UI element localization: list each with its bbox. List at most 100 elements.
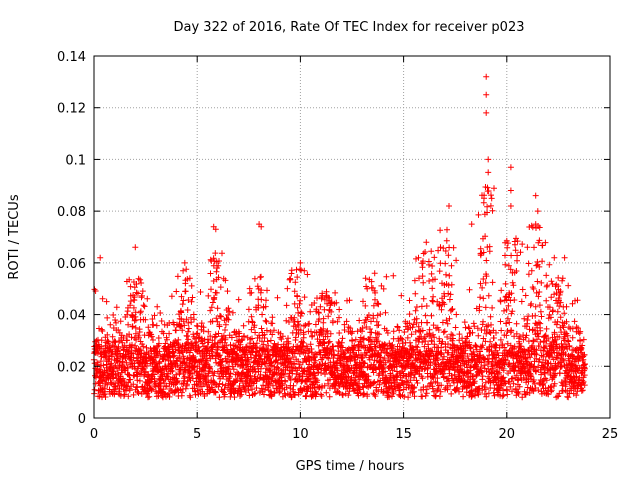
data-point xyxy=(127,376,134,383)
data-point xyxy=(142,316,149,323)
data-point xyxy=(215,344,221,351)
data-point xyxy=(536,289,543,295)
x-axis-label: GPS time / hours xyxy=(296,459,405,474)
data-point xyxy=(171,352,178,359)
data-point xyxy=(148,333,155,340)
data-point xyxy=(550,307,556,314)
data-point xyxy=(413,304,420,310)
data-point xyxy=(169,343,176,350)
data-point xyxy=(195,343,202,350)
data-point xyxy=(132,324,139,331)
data-point xyxy=(557,314,564,321)
data-point xyxy=(477,294,484,301)
data-point xyxy=(267,337,274,344)
data-point xyxy=(137,276,144,283)
data-point xyxy=(498,287,505,294)
data-point xyxy=(485,156,492,163)
data-point xyxy=(212,333,219,340)
data-point xyxy=(174,273,181,280)
data-point xyxy=(213,289,220,296)
data-point xyxy=(132,309,139,316)
data-point xyxy=(211,334,218,341)
data-point xyxy=(236,330,243,337)
data-point xyxy=(314,295,320,302)
data-point xyxy=(534,208,541,215)
data-point xyxy=(141,369,148,376)
data-point xyxy=(207,307,214,314)
data-point xyxy=(508,252,515,259)
data-point xyxy=(480,295,487,302)
data-point xyxy=(139,292,145,299)
data-point xyxy=(180,267,187,274)
data-point xyxy=(269,320,276,327)
data-point xyxy=(303,393,310,400)
data-point xyxy=(251,275,258,282)
data-point xyxy=(112,317,119,323)
data-point xyxy=(141,363,147,370)
data-point xyxy=(507,187,514,194)
data-point xyxy=(183,359,190,366)
data-point xyxy=(306,320,313,327)
data-point xyxy=(105,338,112,345)
data-point xyxy=(475,332,482,339)
data-point xyxy=(362,275,369,282)
data-point xyxy=(376,331,383,338)
data-point xyxy=(317,391,324,398)
data-point xyxy=(108,360,115,367)
data-point xyxy=(419,393,426,400)
data-point xyxy=(184,307,191,313)
data-point xyxy=(412,290,419,297)
data-point xyxy=(98,326,105,333)
data-point xyxy=(136,377,143,384)
data-point xyxy=(466,286,473,293)
data-point xyxy=(194,330,201,337)
y-tick-label: 0.1 xyxy=(65,153,86,168)
data-point xyxy=(488,195,495,202)
data-point xyxy=(214,305,221,312)
data-point xyxy=(130,354,137,361)
data-point xyxy=(137,347,144,354)
data-point xyxy=(326,393,333,400)
data-point xyxy=(155,335,162,341)
data-point xyxy=(412,307,419,314)
data-point xyxy=(231,394,238,401)
data-point xyxy=(336,306,343,313)
data-point xyxy=(100,362,107,369)
x-tick-label: 20 xyxy=(499,427,516,442)
data-point xyxy=(154,303,161,310)
data-point xyxy=(544,282,551,289)
data-point xyxy=(96,325,102,332)
data-point xyxy=(178,309,185,316)
data-point xyxy=(513,320,520,327)
data-point xyxy=(468,221,475,228)
data-point xyxy=(125,371,132,378)
data-point xyxy=(91,386,98,393)
chart-title: Day 322 of 2016, Rate Of TEC Index for r… xyxy=(174,20,525,35)
data-point xyxy=(218,359,225,365)
data-point xyxy=(186,374,193,380)
data-point xyxy=(125,364,131,371)
data-point xyxy=(130,381,137,388)
data-point xyxy=(207,256,214,263)
data-point xyxy=(219,250,225,257)
data-point xyxy=(519,241,526,248)
y-axis-label: ROTI / TECUs xyxy=(7,194,22,279)
data-points xyxy=(90,73,588,401)
data-point xyxy=(502,280,509,287)
data-point xyxy=(148,376,155,383)
data-point xyxy=(525,260,532,267)
data-point xyxy=(533,262,540,269)
data-point xyxy=(122,382,128,389)
data-point xyxy=(475,211,482,218)
data-point xyxy=(153,322,160,329)
data-point xyxy=(237,393,243,399)
data-point xyxy=(153,363,160,370)
data-point xyxy=(173,327,179,334)
data-point xyxy=(450,244,457,251)
data-point xyxy=(212,250,219,257)
data-point xyxy=(93,337,100,344)
data-point xyxy=(429,263,436,269)
data-point xyxy=(502,261,509,268)
data-point xyxy=(205,347,211,354)
data-point xyxy=(561,254,568,261)
